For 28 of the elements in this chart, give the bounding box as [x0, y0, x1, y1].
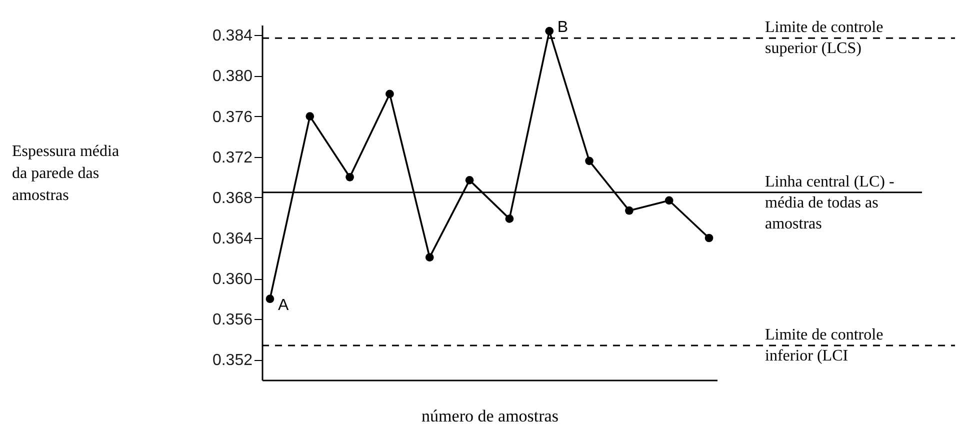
point: [704, 234, 714, 242]
y-tick-label: 0.360: [212, 271, 253, 288]
x-axis-title: número de amostras: [422, 406, 558, 425]
y-tick-label: 0.376: [212, 108, 253, 126]
y-tick-label: 0.372: [212, 149, 253, 166]
y-tick-label: 0.380: [212, 68, 253, 86]
point: [664, 196, 674, 205]
point: [425, 253, 434, 262]
ref-line-label: Linha central (LC) - média de todas as amostras: [765, 173, 894, 232]
y-tick-label: 0.352: [212, 352, 253, 370]
ref-line-label: Limite de controle superior (LCS): [765, 19, 884, 58]
annotation: B: [557, 19, 568, 36]
point: [346, 172, 354, 182]
point: [386, 90, 394, 98]
y-tick-label: 0.364: [212, 230, 253, 248]
text: Espessura média da parede das amostras: [12, 143, 120, 204]
point: [545, 26, 554, 36]
point: [306, 112, 314, 120]
point: [585, 156, 594, 166]
annotation: A: [278, 296, 289, 314]
point: [505, 214, 514, 223]
point: [625, 206, 634, 215]
point: [266, 294, 274, 304]
y-tick-label: 0.356: [212, 312, 253, 329]
point: [465, 176, 474, 184]
y-tick-label: 0.384: [212, 28, 253, 45]
y-tick-label: 0.368: [212, 190, 253, 207]
ref-line-label: Limite de controle inferior (LCI: [765, 326, 884, 365]
